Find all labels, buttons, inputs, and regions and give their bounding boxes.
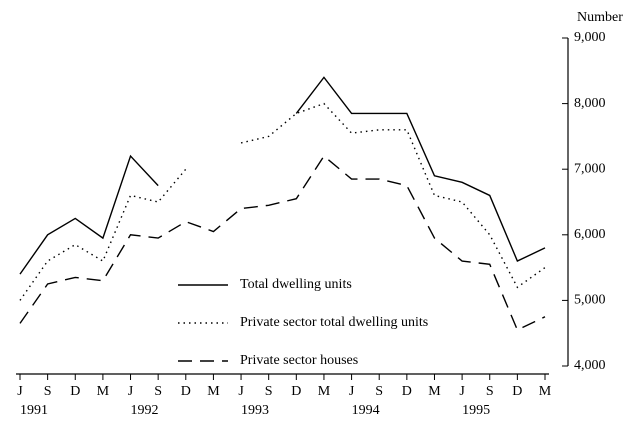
year-label: 1992 (131, 403, 159, 418)
series-line (19, 76, 546, 275)
year-label: 1993 (241, 403, 269, 418)
y-tick-label: 7,000 (574, 161, 606, 176)
y-tick-label: 9,000 (574, 30, 606, 45)
x-tick-label: D (402, 384, 412, 399)
x-tick-label: J (349, 384, 355, 399)
y-axis-label: Number (577, 10, 623, 25)
x-tick-label: J (128, 384, 134, 399)
x-tick-label: M (539, 384, 552, 399)
legend-label: Private sector total dwelling units (240, 315, 428, 330)
x-tick-label: D (512, 384, 522, 399)
x-tick-label: M (318, 384, 331, 399)
series-line (19, 155, 546, 331)
x-tick-label: D (70, 384, 80, 399)
year-label: 1991 (20, 403, 48, 418)
x-tick-label: D (181, 384, 191, 399)
x-tick-label: S (265, 384, 273, 399)
y-tick-label: 6,000 (574, 227, 606, 242)
x-tick-label: S (375, 384, 383, 399)
y-tick-label: 8,000 (574, 96, 606, 111)
year-label: 1994 (352, 403, 380, 418)
x-tick-label: M (97, 384, 110, 399)
legend-label: Total dwelling units (240, 277, 352, 292)
year-label: 1995 (462, 403, 490, 418)
x-tick-label: S (154, 384, 162, 399)
y-tick-label: 4,000 (574, 358, 606, 373)
x-tick-label: D (291, 384, 301, 399)
series-line (19, 102, 546, 301)
x-tick-label: S (486, 384, 494, 399)
x-tick-label: M (428, 384, 441, 399)
y-tick-label: 5,000 (574, 293, 606, 308)
x-tick-label: S (44, 384, 52, 399)
legend-label: Private sector houses (240, 353, 358, 368)
x-tick-label: J (459, 384, 465, 399)
x-tick-label: J (17, 384, 23, 399)
x-tick-label: M (207, 384, 220, 399)
x-tick-label: J (238, 384, 244, 399)
